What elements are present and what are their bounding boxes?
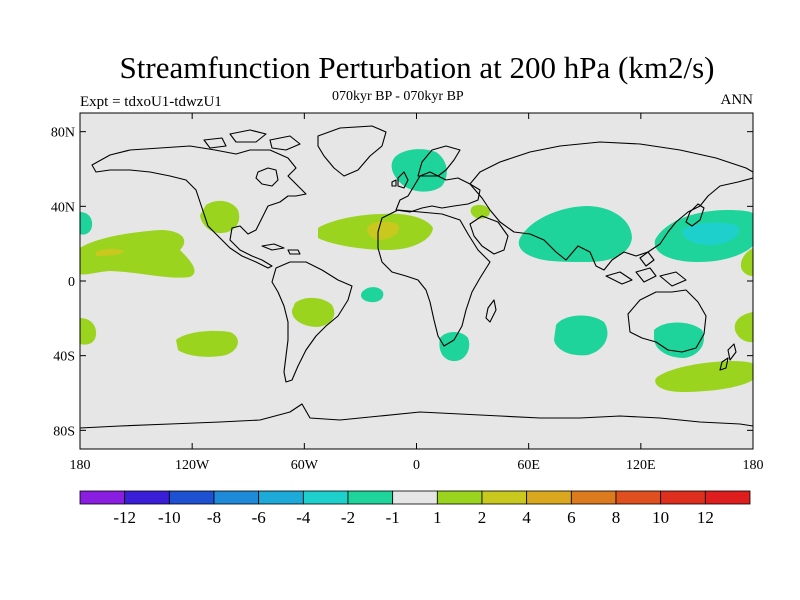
anomaly-dateline-west-green [740,248,753,276]
x-tick-label: 180 [743,458,764,473]
coast-australia [627,289,707,353]
y-tick-label: 40N [51,200,75,215]
coast-madagascar [485,299,497,323]
coast-arabia [469,215,509,255]
y-tick-label: 0 [68,275,75,290]
period-label: 070kyr BP - 070kyr BP [332,89,464,104]
colorbar-swatch [436,490,483,505]
colorbar-label: -1 [386,508,400,527]
season-label: ANN [720,92,754,108]
colorbar-label: 12 [697,508,714,527]
anomaly-south-indian-ocean [554,315,608,356]
colorbar-swatch [481,490,528,505]
colorbar-label: 10 [652,508,669,527]
colorbar-label: -10 [158,508,181,527]
anomaly-tropical-atlantic-south [360,287,384,303]
colorbar-swatch [660,490,706,505]
colorbar-label: -4 [296,508,311,527]
colorbar-label: 4 [522,508,531,527]
colorbar-label: 1 [433,508,442,527]
colorbar-label: -6 [252,508,266,527]
coast-indonesia [605,251,687,287]
anomaly-dateline-north-teal [80,212,93,235]
colorbar: -12 -10 -8 -6 -4 -2 -1 1 2 4 6 8 10 12 [79,490,751,527]
colorbar-swatch [570,490,617,505]
colorbar-label: -2 [341,508,355,527]
colorbar-swatch [302,490,349,505]
coast-africa [377,209,491,347]
y-tick-label: 40S [53,350,75,365]
coast-greenland [317,125,387,177]
colorbar-swatch [526,490,572,505]
colorbar-swatch [258,490,304,505]
colorbar-swatch [704,490,751,505]
coast-north-america [91,145,307,269]
x-tick-label: 120E [626,458,656,473]
anomaly-west-pacific-north-core [682,222,739,245]
coast-antarctica [80,403,753,429]
colorbar-swatch [347,490,394,505]
y-tick-label: 80N [51,126,75,141]
colorbar-label: 6 [567,508,576,527]
experiment-label: Expt = tdxoU1-tdwzU1 [80,94,222,110]
x-tick-label: 60E [517,458,540,473]
coastlines [80,125,753,429]
anomaly-india-tibet [518,206,632,262]
colorbar-swatch [392,490,438,505]
anomaly-south-pacific-southwest [655,361,753,392]
coast-japan [685,203,705,227]
anomaly-atlantic-subtropical-core [367,221,399,240]
coast-south-america [271,261,353,383]
coast-asia [469,141,753,271]
coast-caribbean [261,243,301,255]
plot-title: Streamfunction Perturbation at 200 hPa (… [119,50,715,85]
coast-new-zealand [719,343,737,371]
anomaly-south-pacific-east [291,297,335,327]
coast-scandinavia [417,145,461,177]
anomaly-south-pacific-west [176,330,238,357]
colorbar-swatch [79,490,126,505]
x-tick-label: 0 [413,458,420,473]
y-tick-label: 80S [53,424,75,439]
colorbar-swatch [615,490,662,505]
anomaly-dateline-south-green [734,312,753,343]
colorbar-swatch [213,490,260,505]
axis-ticks: 80N 40N 0 40S 80S 180 120W 60W 0 60E 120E 180 [51,113,764,473]
anomaly-mediterranean-east [470,204,490,219]
anomaly-southern-africa [439,332,470,362]
anomaly-east-pacific-north [200,200,240,234]
anomaly-north-pacific-east [80,230,195,278]
x-tick-label: 180 [70,458,91,473]
x-tick-label: 120W [175,458,210,473]
colorbar-label: 2 [478,508,487,527]
anomaly-west-dateline-south [80,318,97,345]
anomaly-layer [80,149,753,392]
colorbar-swatch [168,490,215,505]
coast-british-isles [391,171,409,189]
anomaly-north-pacific-east-core [96,248,124,256]
colorbar-label: -12 [113,508,136,527]
colorbar-label: 8 [612,508,621,527]
colorbar-swatch [124,490,170,505]
x-tick-label: 60W [291,458,319,473]
coast-arctic-islands [203,129,301,151]
colorbar-label: -8 [207,508,221,527]
coast-hudson-bay [255,167,279,187]
